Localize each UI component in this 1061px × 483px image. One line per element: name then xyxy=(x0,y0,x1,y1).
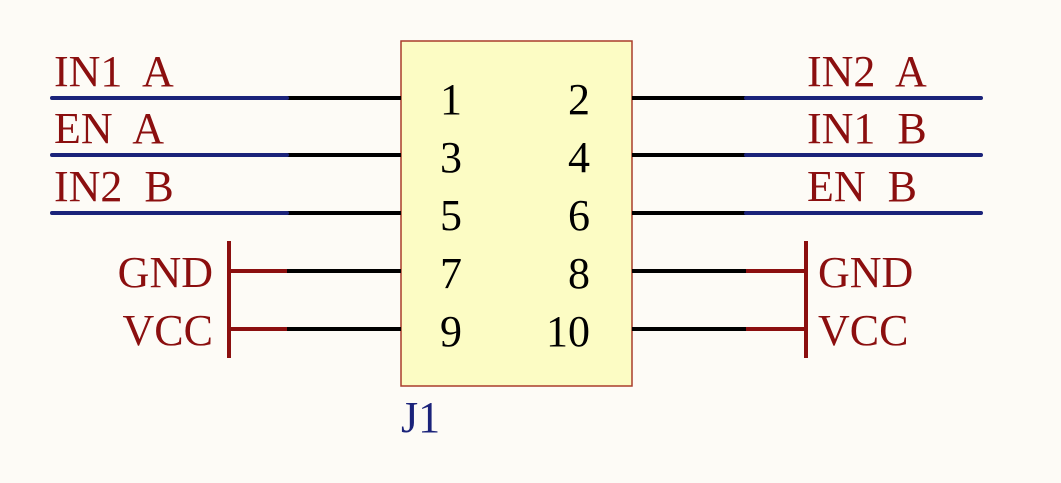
pin-number-6: 6 xyxy=(568,191,590,240)
pin-number-1: 1 xyxy=(440,75,462,124)
power-label-gnd-left: GND xyxy=(118,248,213,297)
pin-number-9: 9 xyxy=(440,307,462,356)
pin-number-7: 7 xyxy=(440,249,462,298)
power-label-gnd-right: GND xyxy=(818,248,913,297)
pin-number-5: 5 xyxy=(440,191,462,240)
net-label-en-a: EN A xyxy=(54,104,164,153)
pin-number-4: 4 xyxy=(568,133,590,182)
pin-number-3: 3 xyxy=(440,133,462,182)
net-label-in1-b: IN1 B xyxy=(807,104,927,153)
signal-wires xyxy=(50,96,983,215)
pin-stubs xyxy=(287,96,746,331)
component-designator[interactable]: J1 xyxy=(401,393,440,442)
net-label-in2-a: IN2 A xyxy=(807,47,927,96)
power-label-vcc-left: VCC xyxy=(123,306,213,355)
pin-number-10: 10 xyxy=(546,307,590,356)
pin-number-2: 2 xyxy=(568,75,590,124)
net-label-in1-a: IN1 A xyxy=(54,47,174,96)
power-ports xyxy=(227,241,808,358)
connector-body[interactable] xyxy=(400,40,633,387)
net-label-en-b: EN B xyxy=(807,162,917,211)
power-label-vcc-right: VCC xyxy=(818,306,908,355)
pin-number-8: 8 xyxy=(568,249,590,298)
pin-numbers: 1 3 5 7 9 2 4 6 8 10 xyxy=(440,75,590,356)
net-label-in2-b: IN2 B xyxy=(54,162,174,211)
